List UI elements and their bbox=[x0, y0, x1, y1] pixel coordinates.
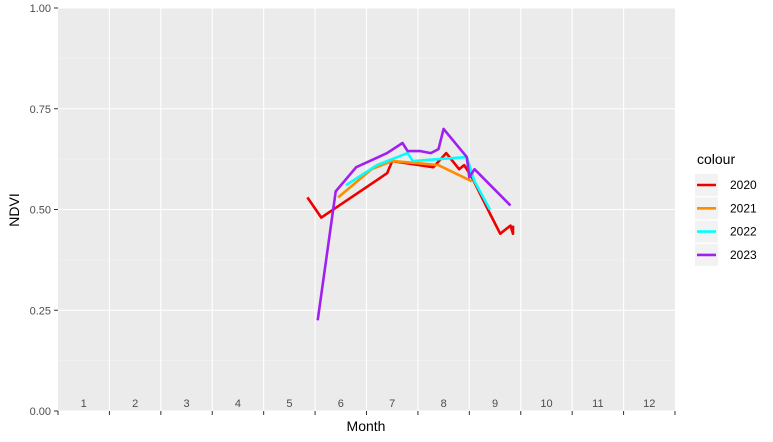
legend-label-2022: 2022 bbox=[730, 225, 757, 239]
legend-label-2021: 2021 bbox=[730, 201, 757, 215]
x-tick-label: 7 bbox=[389, 398, 395, 410]
legend-label-2020: 2020 bbox=[730, 178, 757, 192]
x-tick-label: 6 bbox=[338, 398, 344, 410]
y-axis-ticks bbox=[54, 7, 58, 412]
x-tick-label: 10 bbox=[540, 398, 552, 410]
x-tick-label: 5 bbox=[286, 398, 292, 410]
y-tick-label: 0.50 bbox=[30, 205, 51, 217]
x-tick-label: 4 bbox=[235, 398, 241, 410]
x-tick-label: 3 bbox=[183, 398, 189, 410]
series-line-2023 bbox=[316, 127, 512, 321]
y-tick-label: 0.00 bbox=[30, 406, 51, 418]
x-tick-label: 2 bbox=[132, 398, 138, 410]
x-axis-title: Month bbox=[347, 418, 386, 434]
series-line-2022 bbox=[345, 151, 492, 211]
series-lines bbox=[306, 127, 515, 321]
x-axis-tick-labels: 1 2 3 4 5 6 7 8 9 10 11 12 bbox=[81, 398, 656, 410]
y-axis-tick-labels: 0.00 0.25 0.50 0.75 1.00 bbox=[30, 3, 51, 418]
x-tick-label: 11 bbox=[592, 398, 603, 410]
x-tick-label: 1 bbox=[81, 398, 87, 410]
x-tick-label: 12 bbox=[643, 398, 655, 410]
legend: colour 2020 2021 2022 2023 bbox=[695, 151, 757, 266]
series-line-2020 bbox=[306, 151, 515, 235]
legend-title: colour bbox=[697, 151, 735, 167]
y-tick-label: 0.75 bbox=[30, 104, 51, 116]
major-gridlines bbox=[58, 7, 675, 412]
series-line-2021 bbox=[337, 159, 473, 199]
y-tick-label: 1.00 bbox=[30, 3, 51, 15]
y-tick-label: 0.25 bbox=[30, 305, 51, 317]
legend-label-2023: 2023 bbox=[730, 248, 757, 262]
x-axis-ticks bbox=[57, 411, 676, 415]
y-axis-title: NDVI bbox=[6, 193, 22, 226]
x-tick-label: 9 bbox=[492, 398, 498, 410]
x-tick-label: 8 bbox=[441, 398, 447, 410]
